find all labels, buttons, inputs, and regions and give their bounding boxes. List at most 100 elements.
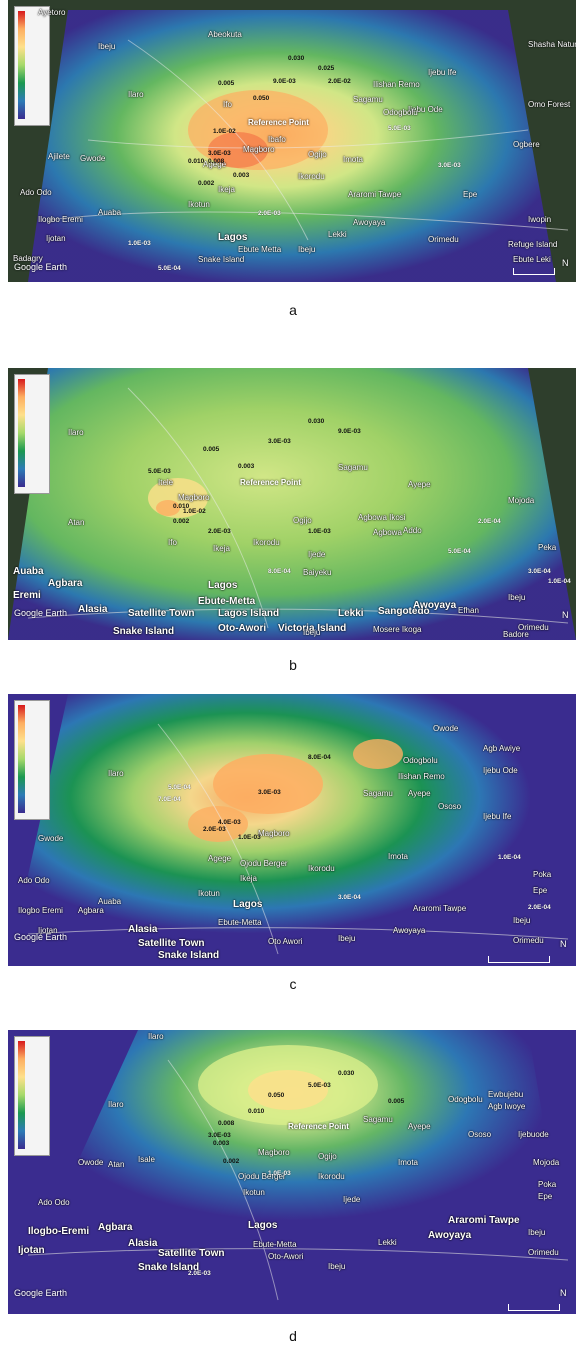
value-label: 5.0E-03 [148,468,171,475]
place-label: Addo [403,526,422,535]
legend-b [14,374,50,494]
place-label: Ijebu Ife [428,68,457,77]
place-label: Lagos [248,1220,278,1231]
north-arrow-icon: N [562,258,569,268]
place-label: Orimedu [428,235,459,244]
value-label: 5.0E-04 [168,784,191,791]
place-label: Ikotun [198,889,220,898]
value-label: 8.0E-04 [268,568,291,575]
value-label: 9.0E-03 [273,78,296,85]
place-label: Ojodu Berger [238,1172,286,1181]
value-label: 1.0E-02 [183,508,206,515]
place-label: Mosere Ikoga [373,625,422,634]
value-label: 0.002 [198,180,215,187]
value-label: 0.008 [208,158,225,165]
place-label: Ijede [308,550,326,559]
place-label: Ifo [168,538,177,547]
value-label: 0.050 [253,95,270,102]
value-label: 0.005 [388,1098,405,1105]
legend-ramp-a [18,11,25,119]
place-label: Ilogbo Eremi [38,215,83,224]
place-label: Ikorodu [308,864,335,873]
place-label: Imota [398,1158,419,1167]
place-label: Sagamu [338,463,368,472]
legend-a [14,6,50,126]
value-label: 0.003 [213,1140,230,1147]
place-label: Efhan [458,606,479,615]
value-label: 0.003 [233,172,250,179]
place-label: Ilaro [108,1100,124,1109]
place-label: Magboro [178,493,210,502]
place-label: Agege [203,160,227,169]
place-label: Ibeju [508,593,526,602]
map-image-d: Ilaro Ilaro Atan Owode Isale Ado Odo Ilo… [8,1030,576,1314]
place-label: Agbara [78,906,104,915]
place-label: Ifo [223,100,232,109]
place-label: Ebute Metta [238,245,282,254]
place-label: Lekki [328,230,347,239]
place-label: Odogbolu [448,1095,483,1104]
place-label: Agb Iwoye [488,1102,526,1111]
place-label: Satellite Town [138,938,205,949]
north-arrow-icon: N [560,939,567,949]
place-label: Ilaro [68,428,84,437]
place-label: Ijebu Ode [408,105,443,114]
place-label: Ayepe [408,1122,431,1131]
panel-label-b: b [289,657,297,673]
value-label: 3.0E-03 [438,162,461,169]
place-label: Agb Awiye [483,744,521,753]
place-label: Ikorodu [253,538,280,547]
place-label: Ogijo [318,1152,337,1161]
place-label: Oto-Awori [218,623,267,634]
place-label: Ikotun [188,200,210,209]
value-label: 0.003 [238,463,255,470]
place-label: Mojoda [533,1158,560,1167]
value-label: 2.0E-03 [258,210,281,217]
place-label: Imota [343,155,364,164]
place-label: Atan [68,518,85,527]
place-label: Lagos [233,899,263,910]
value-label: 5.0E-04 [448,548,471,555]
place-label: Ado Odo [20,188,52,197]
place-label: Ojodu Berger [240,859,288,868]
place-label: Ogbere [513,140,540,149]
value-label: 1.0E-03 [308,528,331,535]
place-label: Ajilete [48,152,70,161]
place-label: Ebute-Metta [198,596,256,607]
place-label: Snake Island [158,950,220,961]
place-label: Alasia [128,1238,158,1249]
place-label: Auaba [13,566,44,577]
place-label: Ijebu Ode [483,766,518,775]
place-label: Ikotun [243,1188,265,1197]
concentration-overlay-a [8,0,576,282]
place-label: Ibeju [98,42,116,51]
value-label: 2.0E-03 [208,528,231,535]
value-label: 5.0E-03 [308,1082,331,1089]
value-label: 3.0E-03 [208,150,231,157]
place-label: Ososo [438,802,462,811]
place-label: Alasia [128,924,158,935]
legend-ramp-b [18,379,25,487]
place-label: Ado Odo [38,1198,70,1207]
value-label: 8.0E-04 [308,754,331,761]
place-label: Ado Odo [18,876,50,885]
place-label: Ayepe [408,480,431,489]
place-label: Snake Island [113,626,175,637]
place-label: Agbara [98,1222,133,1233]
place-label: Ilaro [148,1032,164,1041]
place-label: Agbowa [373,528,402,537]
place-label: Ikorodu [318,1172,345,1181]
value-label: 1.0E-04 [548,578,571,585]
place-label: Orimedu [518,623,549,632]
place-label: Ewbujebu [488,1090,524,1099]
place-label: Alasia [78,604,108,615]
value-label: 9.0E-03 [338,428,361,435]
place-label: Araromi Tawpe [448,1215,520,1226]
place-label: Epe [463,190,478,199]
place-label: Satellite Town [128,608,195,619]
value-label: 1.0E-03 [128,240,151,247]
place-label: Owode [433,724,459,733]
place-label: Ilishan Remo [373,80,420,89]
place-label: Awoyaya [413,600,457,611]
reference-point-label: Reference Point [288,1122,349,1131]
